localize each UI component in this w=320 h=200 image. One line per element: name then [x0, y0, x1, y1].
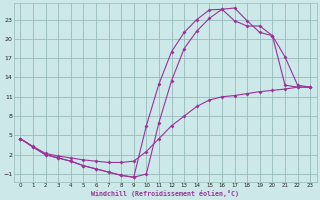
- X-axis label: Windchill (Refroidissement éolien,°C): Windchill (Refroidissement éolien,°C): [91, 190, 239, 197]
